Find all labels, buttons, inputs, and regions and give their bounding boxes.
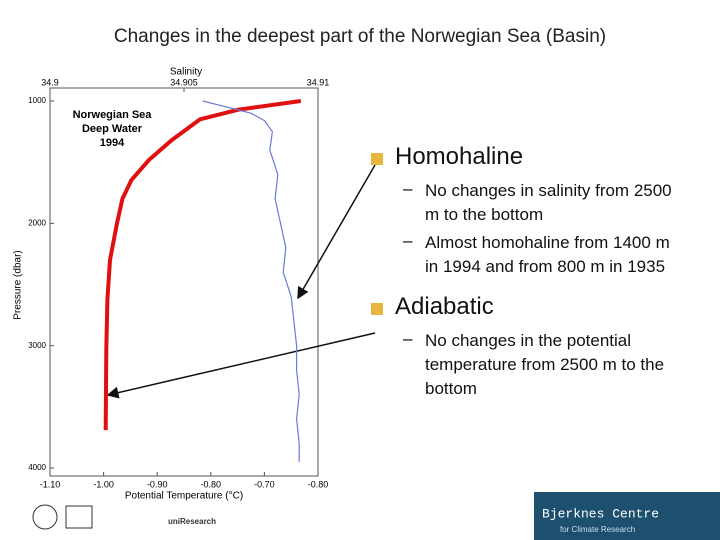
logo-subtitle: for Climate Research [560,525,635,534]
logo-box [534,492,720,540]
bullet-item: Almost homohaline from 1400 m in 1994 an… [425,233,670,276]
x-tick-label: -0.90 [147,479,168,489]
y-axis-title: Pressure (dbar) [13,250,24,319]
x2-tick-label: 34.9 [41,77,59,87]
bullet-item: No changes in the potential temperature … [425,331,665,398]
annotation: Norwegian Sea [73,109,153,121]
y-tick-label: 1000 [28,96,46,105]
bullet-heading: Homohaline [395,143,524,170]
bullet-marker [371,303,383,315]
logo [32,504,58,530]
temperature-line [103,99,302,431]
salinity-line [202,100,300,462]
slide-title: Changes in the deepest part of the Norwe… [114,26,606,47]
x-tick-label: -0.70 [254,479,275,489]
x2-axis-title: Salinity [170,67,202,78]
x-tick-label: -0.80 [308,479,329,489]
x2-tick-label: 34.905 [170,77,198,87]
dash: – [403,179,413,198]
arrow [106,332,376,399]
logo [65,505,93,529]
annotation: 1994 [100,137,125,149]
x2-tick-label: 34.91 [307,77,330,87]
y-tick-label: 4000 [28,463,46,472]
y-tick-label: 2000 [28,218,46,227]
x-axis-title: Potential Temperature (°C) [125,491,243,502]
bullet-marker [371,153,383,165]
dash: – [403,231,413,250]
x-tick-label: -1.00 [93,479,114,489]
x-tick-label: -0.80 [201,479,222,489]
bullet-heading: Adiabatic [395,293,494,320]
partner-logo: uniResearch [168,517,216,526]
dash: – [403,329,413,348]
x-tick-label: -1.10 [40,479,61,489]
arrow [297,164,376,300]
plot-frame [49,87,319,477]
annotation: Deep Water [82,123,143,135]
y-tick-label: 3000 [28,341,46,350]
logo-title: Bjerknes Centre [542,506,659,521]
bullet-item: No changes in salinity from 2500 m to th… [425,181,672,224]
